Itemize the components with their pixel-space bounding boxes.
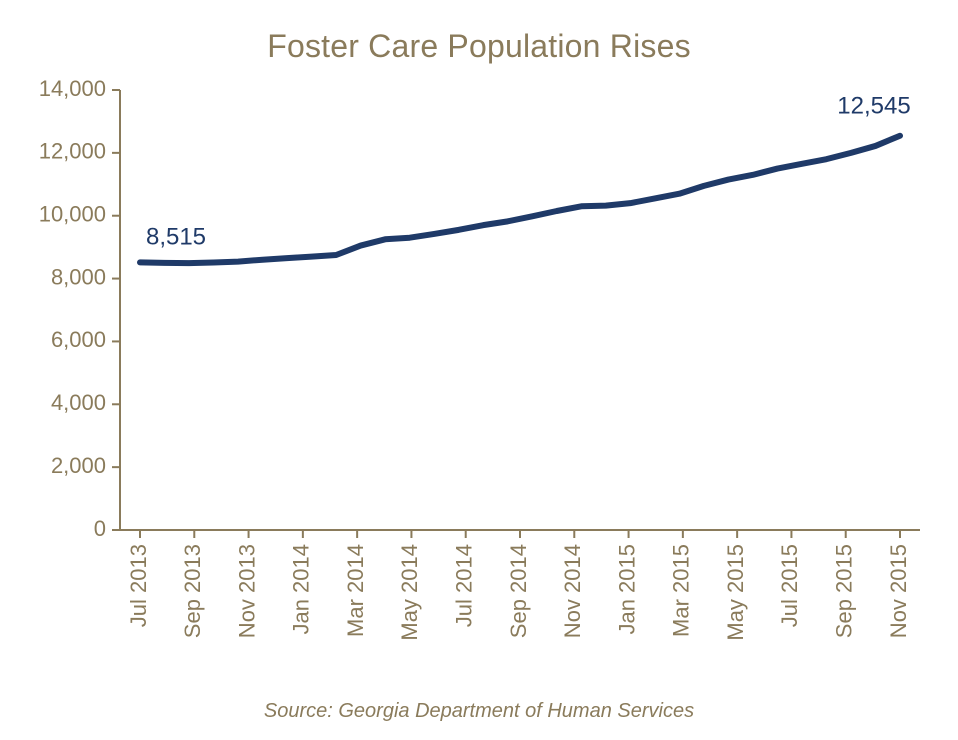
y-tick-label: 6,000: [51, 327, 106, 352]
x-tick-label: Sep 2013: [180, 544, 205, 638]
source-caption: Source: Georgia Department of Human Serv…: [0, 700, 958, 723]
data-label: 12,545: [837, 93, 910, 120]
x-tick-label: Jan 2014: [289, 544, 314, 635]
y-tick-label: 8,000: [51, 264, 106, 289]
y-tick-label: 10,000: [39, 202, 106, 227]
x-tick-label: Nov 2015: [886, 544, 911, 638]
x-tick-label: Jan 2015: [614, 544, 639, 635]
chart-title: Foster Care Population Rises: [0, 28, 958, 65]
x-tick-label: Mar 2014: [343, 544, 368, 637]
x-tick-label: Jul 2013: [126, 544, 151, 627]
y-tick-label: 4,000: [51, 390, 106, 415]
line-series: [140, 136, 900, 263]
x-tick-label: Sep 2015: [832, 544, 857, 638]
x-tick-label: Sep 2014: [506, 544, 531, 638]
x-tick-label: Jul 2015: [777, 544, 802, 627]
x-tick-label: Nov 2013: [234, 544, 259, 638]
y-tick-label: 0: [94, 516, 106, 541]
data-label: 8,515: [146, 223, 206, 250]
chart-svg: 0 2,000 4,000 6,000 8,000 10,000 12,000 14,000 J…: [0, 0, 958, 740]
y-tick-label: 14,000: [39, 76, 106, 101]
x-tick-label: May 2014: [397, 544, 422, 641]
x-tick-label: Nov 2014: [560, 544, 585, 638]
y-tick-label: 12,000: [39, 139, 106, 164]
x-tick-label: May 2015: [723, 544, 748, 641]
x-tick-label: Jul 2014: [452, 544, 477, 627]
x-tick-label: Mar 2015: [669, 544, 694, 637]
y-tick-label: 2,000: [51, 453, 106, 478]
chart-container: Foster Care Population Rises 0 2,000 4,000…: [0, 0, 958, 740]
